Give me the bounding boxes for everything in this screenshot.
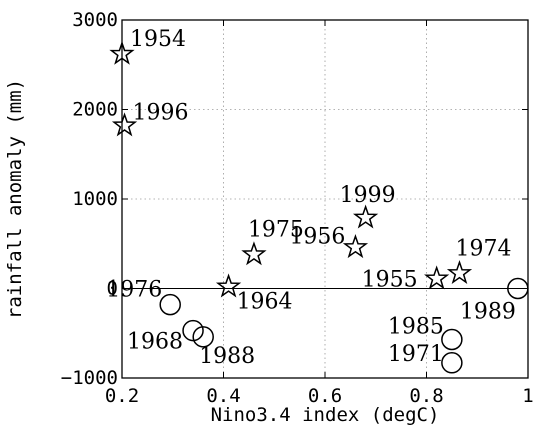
circle-point-1976	[159, 293, 181, 316]
x-tick-label: 0.4	[206, 385, 240, 407]
data-points	[109, 40, 529, 374]
point-label-1974: 1974	[455, 236, 511, 261]
point-label-1956: 1956	[289, 224, 345, 249]
y-tick-label: 2000	[72, 99, 118, 121]
point-label-1971: 1971	[388, 342, 444, 367]
star-point-1999	[352, 204, 379, 229]
circle-point-1971	[441, 352, 463, 374]
circle-point-1989	[507, 277, 529, 300]
point-label-1988: 1988	[199, 344, 255, 369]
y-axis-label: rainfall anomaly (mm)	[4, 79, 26, 319]
y-tick-label: −1000	[61, 367, 118, 389]
x-axis-label: Nino3.4 index (degC)	[211, 404, 440, 426]
star-point-1956	[342, 234, 369, 259]
y-tick-label: 3000	[72, 9, 118, 31]
star-point-1954	[109, 40, 135, 65]
point-label-1996: 1996	[133, 101, 189, 126]
point-label-1968: 1968	[127, 330, 183, 355]
point-label-1976: 1976	[106, 278, 162, 303]
x-tick-label: 0.8	[409, 385, 443, 407]
star-point-1975	[241, 241, 267, 266]
y-tick-label: 0	[107, 278, 118, 300]
point-label-1985: 1985	[388, 315, 444, 340]
star-point-1955	[424, 265, 450, 290]
y-tick-label: 1000	[72, 188, 118, 210]
point-label-1964: 1964	[237, 290, 293, 315]
ticks: 0.2 0.4 0.6 0.8 1 −1000 0 1000 2000 3000	[61, 9, 534, 407]
x-tick-label: 0.6	[308, 385, 342, 407]
star-point-1974	[446, 260, 473, 285]
point-label-1989: 1989	[460, 300, 516, 325]
x-tick-label: 0.2	[105, 385, 139, 407]
circle-point-1968	[182, 319, 204, 342]
star-point-1964	[215, 273, 242, 298]
circle-point-1985	[441, 328, 463, 351]
point-label-1975: 1975	[248, 217, 304, 242]
point-label-1955: 1955	[362, 268, 418, 293]
x-tick-label: 1	[522, 385, 533, 407]
circle-point-1988	[192, 326, 214, 348]
star-point-1996	[111, 112, 138, 137]
point-label-1999: 1999	[340, 183, 396, 208]
point-label-1954: 1954	[130, 27, 186, 52]
